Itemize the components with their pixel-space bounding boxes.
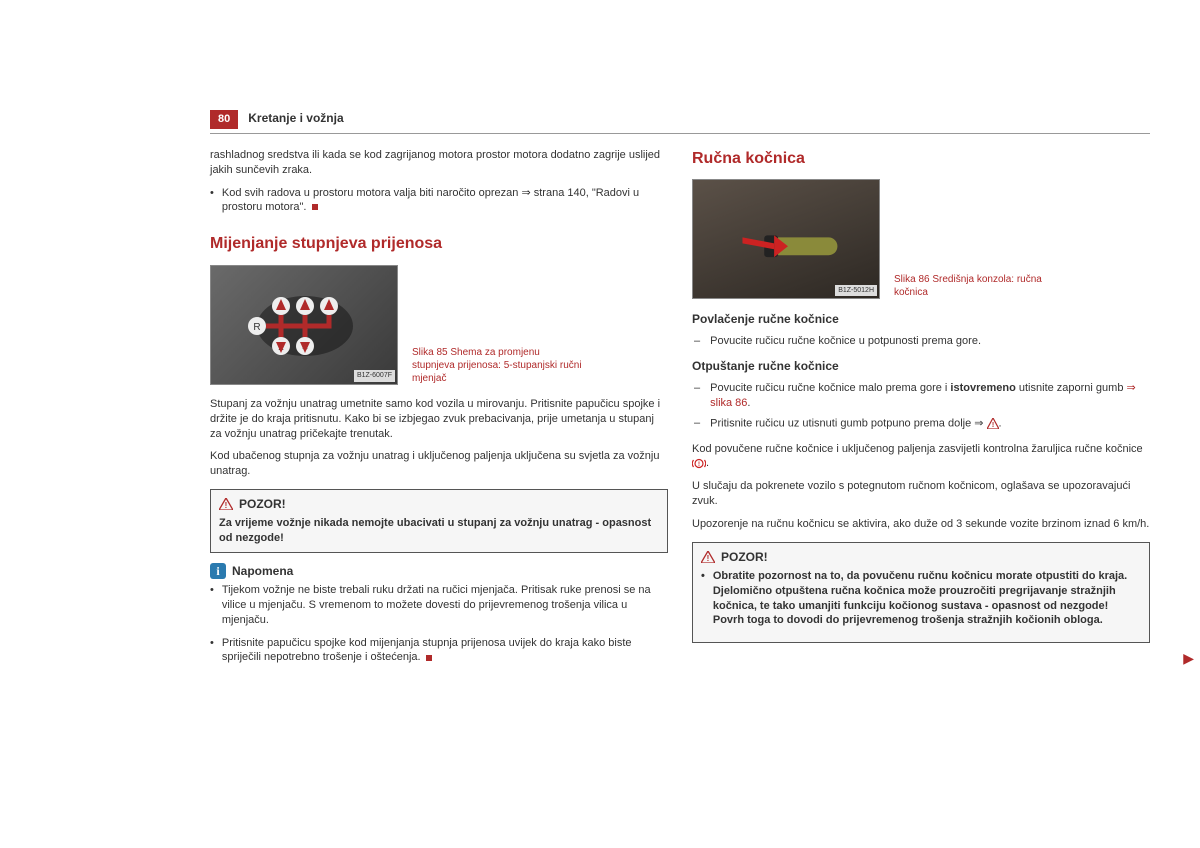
gear-diagram-icon: 1 3 5 2 4 R [245, 286, 365, 366]
heading-3: Otpuštanje ručne kočnice [692, 358, 1150, 374]
body-text: Kod ubačenog stupnja za vožnju unatrag i… [210, 449, 668, 479]
heading-3: Povlačenje ručne kočnice [692, 311, 1150, 327]
bullet-item: Pritisnite papučicu spojke kod mijenjanj… [210, 636, 668, 666]
figure-image: 1 3 5 2 4 R B1Z-6007F [210, 265, 398, 385]
note-label: Napomena [232, 563, 293, 579]
end-marker-icon [312, 204, 318, 210]
warning-triangle-icon: ! [701, 551, 715, 563]
warning-label: POZOR! [721, 549, 768, 565]
section-title: Kretanje i vožnja [248, 110, 343, 126]
list-text: Povucite ručicu ručne kočnice malo prema… [710, 381, 1150, 411]
body-text: Stupanj za vožnju unatrag umetnite samo … [210, 397, 668, 442]
figure-code: B1Z-6007F [354, 370, 395, 381]
svg-text:R: R [253, 322, 260, 333]
body-text: Kod povučene ručne kočnice i uključenog … [692, 442, 1150, 472]
page-header: 80 Kretanje i vožnja [210, 110, 1170, 129]
figure-code: B1Z-5012H [835, 285, 877, 296]
warning-label: POZOR! [239, 496, 286, 512]
bullet-text: Kod svih radova u prostoru motora valja … [222, 186, 668, 216]
bullet-text: Tijekom vožnje ne biste trebali ruku drž… [222, 583, 668, 628]
warning-title: ! POZOR! [219, 496, 659, 512]
figure-86: B1Z-5012H Slika 86 Središnja konzola: ru… [692, 179, 1150, 299]
heading-2: Ručna kočnica [692, 148, 1150, 170]
list-text: Pritisnite ručicu uz utisnuti gumb potpu… [710, 416, 1001, 431]
header-rule [210, 133, 1150, 134]
page-number: 80 [210, 110, 238, 129]
figure-image: B1Z-5012H [692, 179, 880, 299]
list-item: Povucite ručicu ručne kočnice u potpunos… [692, 334, 1150, 349]
handbrake-symbol-icon: ! [692, 458, 706, 469]
bullet-text: Pritisnite papučicu spojke kod mijenjanj… [222, 636, 668, 666]
info-icon: i [210, 563, 226, 579]
svg-text:!: ! [707, 554, 710, 563]
figure-caption: Slika 85 Shema za promjenu stupnjeva pri… [412, 346, 582, 385]
list-text: Povucite ručicu ručne kočnice u potpunos… [710, 334, 981, 349]
manual-page: 80 Kretanje i vožnja rashladnog sredstva… [0, 0, 1200, 703]
list-item: Pritisnite ručicu uz utisnuti gumb potpu… [692, 416, 1150, 431]
right-column: Ručna kočnica B1Z-5012H Slika 86 Središn… [692, 148, 1150, 673]
handbrake-image-icon [693, 180, 879, 299]
warning-triangle-icon: ! [987, 416, 999, 431]
heading-2: Mijenjanje stupnjeva prijenosa [210, 233, 668, 255]
bullet-item: Tijekom vožnje ne biste trebali ruku drž… [210, 583, 668, 628]
warning-triangle-icon: ! [219, 498, 233, 510]
left-column: rashladnog sredstva ili kada se kod zagr… [210, 148, 668, 673]
figure-85: 1 3 5 2 4 R B1Z-6007F Sl [210, 265, 668, 385]
content-columns: rashladnog sredstva ili kada se kod zagr… [210, 148, 1150, 673]
body-text: U slučaju da pokrenete vozilo s potegnut… [692, 479, 1150, 509]
note-title: i Napomena [210, 563, 668, 579]
list-item: Povucite ručicu ručne kočnice malo prema… [692, 381, 1150, 411]
svg-text:!: ! [225, 501, 228, 510]
continue-arrow-icon: ▶ [1183, 649, 1194, 668]
warning-body: Obratite pozornost na to, da povučenu ru… [701, 569, 1141, 628]
warning-box: ! POZOR! Za vrijeme vožnje nikada nemojt… [210, 489, 668, 553]
svg-text:!: ! [991, 422, 993, 429]
body-text: rashladnog sredstva ili kada se kod zagr… [210, 148, 668, 178]
warning-title: ! POZOR! [701, 549, 1141, 565]
svg-text:!: ! [698, 462, 700, 468]
end-marker-icon [426, 655, 432, 661]
warning-body: Za vrijeme vožnje nikada nemojte ubaciva… [219, 516, 659, 546]
figure-caption: Slika 86 Središnja konzola: ručna kočnic… [894, 273, 1064, 299]
body-text: Upozorenje na ručnu kočnicu se aktivira,… [692, 517, 1150, 532]
bullet-item: Kod svih radova u prostoru motora valja … [210, 186, 668, 216]
warning-box: ! POZOR! Obratite pozornost na to, da po… [692, 542, 1150, 644]
